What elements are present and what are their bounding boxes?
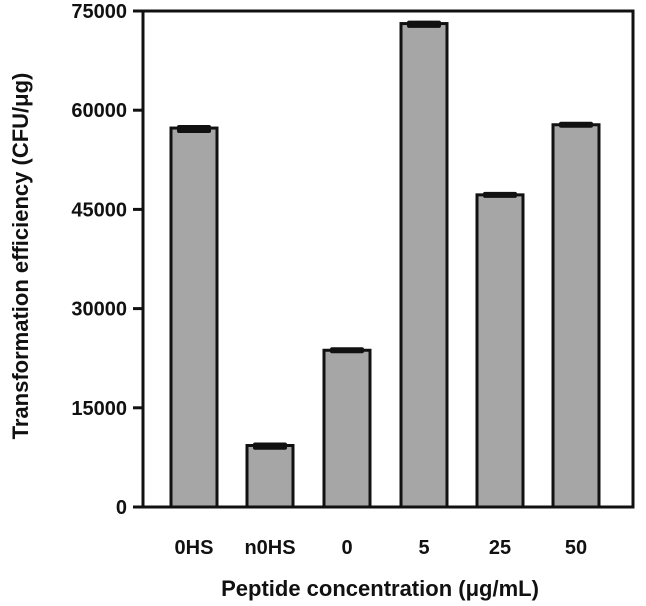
- y-tick-label: 30000: [71, 299, 127, 321]
- bar-n0HS: [245, 443, 295, 509]
- error-cap-0HS: [177, 125, 211, 134]
- x-tick-label: 25: [489, 537, 511, 559]
- error-cap-0: [330, 347, 364, 354]
- x-tick-label: 5: [418, 537, 429, 559]
- x-tick-label: 50: [565, 537, 587, 559]
- error-cap-50: [559, 121, 593, 128]
- y-tick-label: 60000: [71, 100, 127, 122]
- y-tick-label: 15000: [71, 398, 127, 420]
- y-ticks-layer: 0 15000 30000 45000 60000 75000: [71, 1, 143, 519]
- bar-0: [322, 348, 372, 509]
- x-axis-title: Peptide concentration (μg/mL): [221, 576, 539, 601]
- bar-50: [551, 123, 601, 509]
- bar-25: [475, 193, 525, 509]
- x-tick-label: 0: [341, 537, 352, 559]
- y-tick-label: 45000: [71, 199, 127, 221]
- plot-frame: [141, 9, 635, 509]
- bars-layer: [169, 22, 601, 509]
- x-tick-label: 0HS: [175, 537, 214, 559]
- y-tick-label: 75000: [71, 1, 127, 23]
- error-cap-25: [483, 191, 517, 198]
- y-tick-label: 0: [116, 497, 127, 519]
- error-bars-layer: [177, 20, 593, 450]
- y-axis-title: Transformation efficiency (CFU/μg): [8, 73, 33, 440]
- error-cap-n0HS: [253, 442, 287, 450]
- bar-0HS: [169, 126, 219, 509]
- bar-5: [399, 22, 449, 509]
- x-tick-label: n0HS: [244, 537, 295, 559]
- error-cap-5: [407, 20, 441, 28]
- x-ticks-layer: 0HS n0HS 0 5 25 50: [175, 537, 588, 559]
